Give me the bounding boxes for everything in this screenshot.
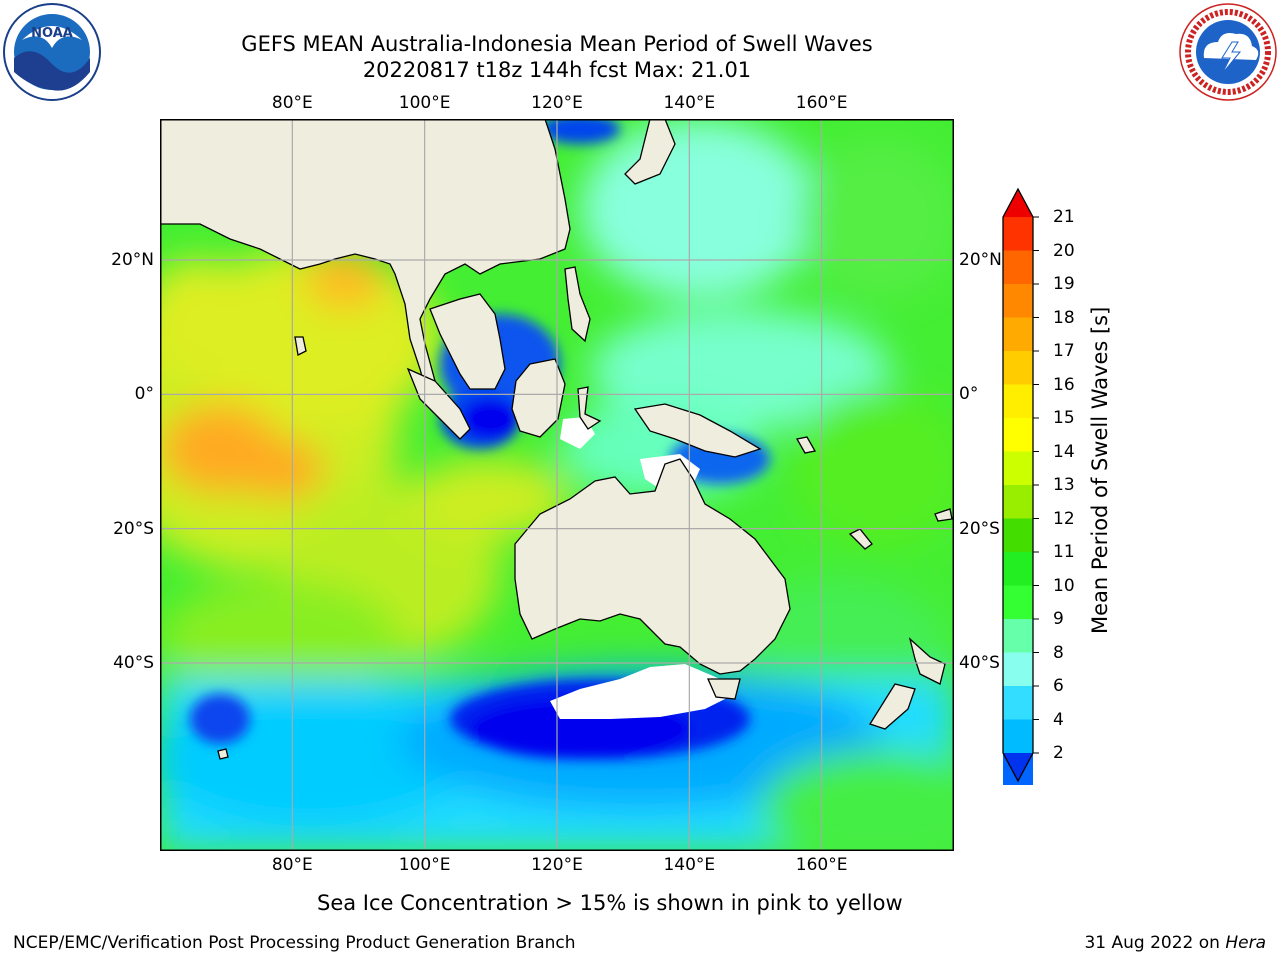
chart-title-line2: 20220817 t18z 144h fcst Max: 21.01 bbox=[362, 58, 752, 82]
colorbar-label: Mean Period of Swell Waves [s] bbox=[1088, 306, 1112, 634]
colorbar-tick-label: 2 bbox=[1053, 743, 1064, 763]
chart-title-line1: GEFS MEAN Australia-Indonesia Mean Perio… bbox=[241, 32, 873, 56]
colorbar-segment bbox=[1003, 686, 1033, 720]
colorbar-tick-label: 11 bbox=[1053, 542, 1075, 562]
graticule bbox=[160, 119, 954, 851]
colorbar-tick-label: 8 bbox=[1053, 642, 1064, 663]
colorbar-tick-label: 16 bbox=[1053, 374, 1075, 395]
colorbar-tick-label: 13 bbox=[1053, 475, 1075, 495]
colorbar-segment bbox=[1003, 652, 1033, 687]
colorbar-tick-label: 18 bbox=[1053, 307, 1075, 328]
colorbar-segment bbox=[1003, 418, 1033, 452]
colorbar-tick-label: 20 bbox=[1053, 240, 1075, 261]
lon-tick-label-bottom: 140°E bbox=[663, 855, 716, 875]
lat-tick-label-right: 20°N bbox=[959, 250, 1002, 271]
colorbar-tick-label: 17 bbox=[1053, 341, 1075, 361]
colorbar-segment bbox=[1003, 250, 1033, 285]
lon-tick-label-top: 120°E bbox=[531, 93, 583, 113]
lat-tick-label-right: 0° bbox=[959, 384, 979, 405]
colorbar-segment bbox=[1003, 518, 1033, 553]
colorbar-segment bbox=[1003, 485, 1033, 519]
footer-date-text: 31 Aug 2022 on bbox=[1084, 933, 1220, 953]
lat-tick-label-left: 0° bbox=[134, 384, 154, 405]
colorbar-tick-label: 12 bbox=[1053, 508, 1075, 529]
swell-period-map bbox=[160, 119, 954, 851]
nws-logo bbox=[1178, 2, 1278, 102]
colorbar-segment bbox=[1003, 585, 1033, 620]
lat-tick-label-left: 20°N bbox=[111, 250, 154, 271]
colorbar-segment bbox=[1003, 317, 1033, 352]
colorbar-tick-label: 14 bbox=[1053, 441, 1075, 462]
footer-host: Hera bbox=[1225, 933, 1266, 953]
lon-tick-label-top: 100°E bbox=[398, 93, 451, 113]
colorbar-segment bbox=[1003, 451, 1033, 486]
colorbar-segment bbox=[1003, 217, 1033, 251]
colorbar-segment bbox=[1003, 719, 1033, 754]
colorbar-tick-label: 21 bbox=[1053, 207, 1075, 227]
noaa-logo-icon: NOAA bbox=[3, 3, 101, 101]
lat-tick-label-left: 40°S bbox=[113, 652, 154, 673]
colorbar-segment bbox=[1003, 552, 1033, 586]
colorbar-tick-label: 9 bbox=[1053, 609, 1064, 629]
nws-logo-icon bbox=[1179, 3, 1277, 101]
lat-tick-label-right: 20°S bbox=[959, 518, 1000, 539]
footer-credit: NCEP/EMC/Verification Post Processing Pr… bbox=[13, 933, 576, 953]
colorbar-extend-low bbox=[1003, 753, 1033, 781]
noaa-logo-text: NOAA bbox=[31, 26, 73, 41]
lon-tick-label-top: 160°E bbox=[795, 93, 848, 113]
lat-tick-label-right: 40°S bbox=[959, 652, 1000, 673]
colorbar-tick-label: 19 bbox=[1053, 274, 1075, 294]
land bbox=[160, 119, 953, 760]
map-frame bbox=[160, 119, 954, 851]
lon-tick-label-bottom: 160°E bbox=[795, 855, 848, 875]
lon-tick-label-bottom: 120°E bbox=[531, 855, 583, 875]
colorbar-segment bbox=[1003, 619, 1033, 653]
colorbar-segment bbox=[1003, 284, 1033, 318]
colorbar-tick-label: 10 bbox=[1053, 575, 1075, 596]
colorbar-segment bbox=[1003, 384, 1033, 419]
sea-ice-note: Sea Ice Concentration > 15% is shown in … bbox=[317, 891, 903, 915]
colorbar bbox=[1002, 187, 1039, 785]
footer-date: 31 Aug 2022 on Hera bbox=[1084, 933, 1266, 953]
noaa-logo: NOAA bbox=[2, 2, 102, 102]
lon-tick-label-bottom: 80°E bbox=[271, 855, 313, 875]
colorbar-tick-label: 6 bbox=[1053, 676, 1064, 696]
lon-tick-label-top: 140°E bbox=[663, 93, 716, 113]
lon-tick-label-bottom: 100°E bbox=[398, 855, 451, 875]
colorbar-tick-label: 4 bbox=[1053, 709, 1064, 730]
colorbar-tick-label: 15 bbox=[1053, 408, 1075, 428]
colorbar-extend-high bbox=[1003, 189, 1033, 217]
lon-tick-label-top: 80°E bbox=[271, 93, 313, 113]
lat-tick-label-left: 20°S bbox=[113, 518, 154, 539]
colorbar-segment bbox=[1003, 351, 1033, 385]
